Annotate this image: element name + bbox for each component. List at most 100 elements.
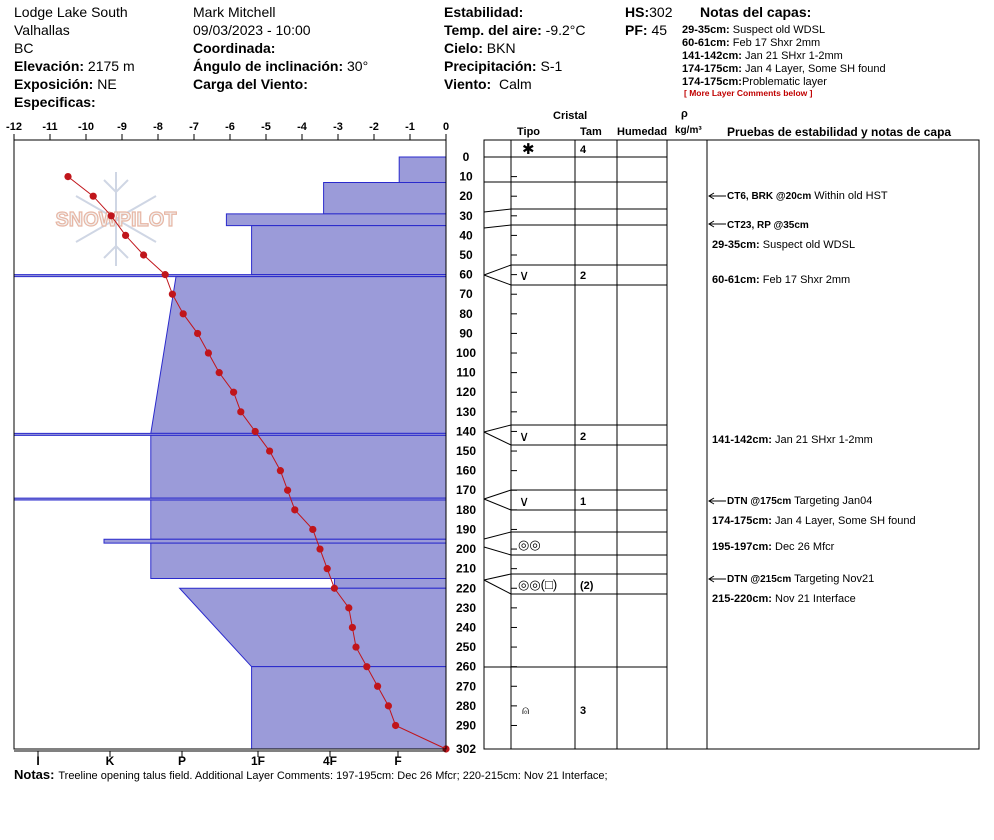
moisture-header: Humedad	[617, 126, 668, 138]
layer-note-text: Feb 17 Shxr 2mm	[732, 37, 821, 49]
rho-header: ρ	[681, 108, 688, 120]
layer-comment-depth: 141-142cm:	[712, 434, 772, 446]
test-name: DTN @175cm	[727, 496, 792, 507]
stability-test: DTN @175cm Targeting Jan04	[727, 495, 872, 508]
temperature-point	[291, 506, 299, 514]
temp-tick-label: -10	[78, 121, 94, 133]
temperature-point	[363, 663, 371, 671]
elevation-label: Elevación:	[14, 58, 85, 74]
temperature-point	[276, 467, 284, 475]
depth-tick-label: 130	[456, 405, 476, 419]
hs-label: HS:	[625, 4, 650, 20]
hardness-layer-bar	[150, 434, 447, 499]
more-comments-link[interactable]: [ More Layer Comments below ]	[684, 88, 813, 98]
precip-label: Precipitación:	[444, 58, 537, 74]
temp-tick-label: -4	[297, 121, 308, 133]
hardness-profile	[13, 156, 447, 750]
test-text: Targeting Nov21	[794, 573, 875, 585]
hardness-layer-bar	[150, 542, 447, 579]
test-text: Within old HST	[814, 190, 888, 202]
layer-type-symbol: ∨	[519, 493, 530, 509]
layer-note-text: Jan 21 SHxr 1-2mm	[745, 50, 843, 62]
depth-connector-line	[483, 208, 512, 213]
depth-tick-label: 302	[456, 742, 476, 756]
test-name: CT23, RP @35cm	[727, 220, 809, 231]
temperature-point	[345, 604, 353, 612]
air-temp-value: -9.2°C	[545, 22, 586, 38]
pf-row: PF: 45	[625, 22, 667, 38]
notes-text: Treeline opening talus field. Additional…	[58, 770, 608, 782]
crystal-header: Cristal	[553, 110, 588, 122]
hardness-tick-label: F	[394, 754, 401, 768]
air-temp-row: Temp. del aire: -9.2°C	[444, 22, 586, 38]
layer-comment-text: Jan 4 Layer, Some SH found	[775, 515, 916, 527]
temp-tick-label: 0	[443, 121, 449, 133]
depth-connector-line	[483, 274, 512, 286]
temp-tick-label: -8	[153, 121, 163, 133]
hs-row: HS:302	[625, 4, 672, 20]
layer-note-depth: 29-35cm:	[682, 24, 730, 36]
chart-axes: -12 -11 -10 -9 -8 -7 -6 -5 -4 -3 -2 -1 0I K P 1F 4F F0102…	[6, 121, 517, 768]
aspect-row: Exposición: NE	[14, 76, 117, 92]
temp-tick-label: -12	[6, 121, 22, 133]
temp-tick-label: -7	[189, 121, 199, 133]
arrow-icon	[708, 497, 715, 505]
temperature-point	[140, 251, 148, 259]
precip-value: S-1	[540, 58, 563, 74]
hardness-layer-bar	[225, 213, 447, 227]
hardness-tick-label: P	[178, 754, 186, 768]
layer-notes-title: Notas del capas:	[700, 4, 812, 20]
depth-connector-line	[483, 264, 512, 276]
layer-note: 141-142cm: Jan 21 SHxr 1-2mm	[682, 50, 843, 63]
precip-row: Precipitación: S-1	[444, 58, 562, 74]
test-text: Targeting Jan04	[794, 495, 873, 507]
layer-size: 3	[580, 705, 587, 717]
temperature-point	[64, 173, 72, 181]
temperature-point	[89, 192, 97, 200]
location-name: Lodge Lake South	[14, 4, 128, 20]
sky-label: Cielo:	[444, 40, 483, 56]
layer-type-symbol: ◎◎(□)	[518, 577, 558, 592]
layer-comment-depth: 195-197cm:	[712, 541, 772, 553]
temperature-point	[284, 486, 292, 494]
wind-row: Viento: Calm	[444, 76, 532, 92]
depth-tick-label: 40	[459, 228, 473, 242]
layer-table	[483, 139, 980, 750]
area-name: Valhallas	[14, 22, 70, 38]
temp-tick-label: -9	[117, 121, 127, 133]
stability-test: CT23, RP @35cm	[727, 219, 809, 232]
hardness-tick-label: I	[36, 754, 39, 768]
depth-connector-line	[483, 579, 512, 595]
depth-tick-label: 280	[456, 699, 476, 713]
temperature-line	[67, 176, 447, 750]
pf-value: 45	[651, 22, 668, 38]
layer-note-depth: 60-61cm:	[682, 37, 730, 49]
temperature-point	[168, 290, 176, 298]
hs-value: 302	[649, 4, 673, 20]
aspect-label: Exposición:	[14, 76, 94, 92]
layer-note-text: Jan 4 Layer, Some SH found	[745, 63, 886, 75]
depth-tick-label: 230	[456, 601, 476, 615]
layer-type-symbol: ∨	[519, 428, 530, 444]
temperature-point	[194, 329, 202, 338]
stability-test: CT6, BRK @20cm Within old HST	[727, 190, 888, 203]
hardness-tick-label: 1F	[251, 754, 265, 768]
temperature-point	[309, 525, 317, 534]
hardness-layer-bar	[150, 499, 447, 540]
pf-label: PF:	[625, 22, 648, 38]
depth-tick-label: 120	[456, 385, 476, 399]
depth-tick-label: 60	[459, 268, 473, 282]
temperature-point	[323, 565, 331, 573]
temperature-point	[230, 388, 238, 396]
stability-label: Estabilidad:	[444, 4, 524, 20]
temperature-point	[352, 643, 360, 651]
depth-tick-label: 10	[459, 170, 473, 184]
layer-note-text: Suspect old WDSL	[732, 24, 826, 36]
layer-note: 174-175cm: Jan 4 Layer, Some SH found	[682, 63, 886, 76]
depth-tick-label: 20	[459, 189, 473, 203]
layer-comment: 60-61cm: Feb 17 Shxr 2mm	[712, 274, 850, 287]
depth-tick-label: 190	[456, 522, 476, 536]
depth-connector-line	[483, 498, 512, 511]
layer-comment-depth: 60-61cm:	[712, 274, 760, 286]
